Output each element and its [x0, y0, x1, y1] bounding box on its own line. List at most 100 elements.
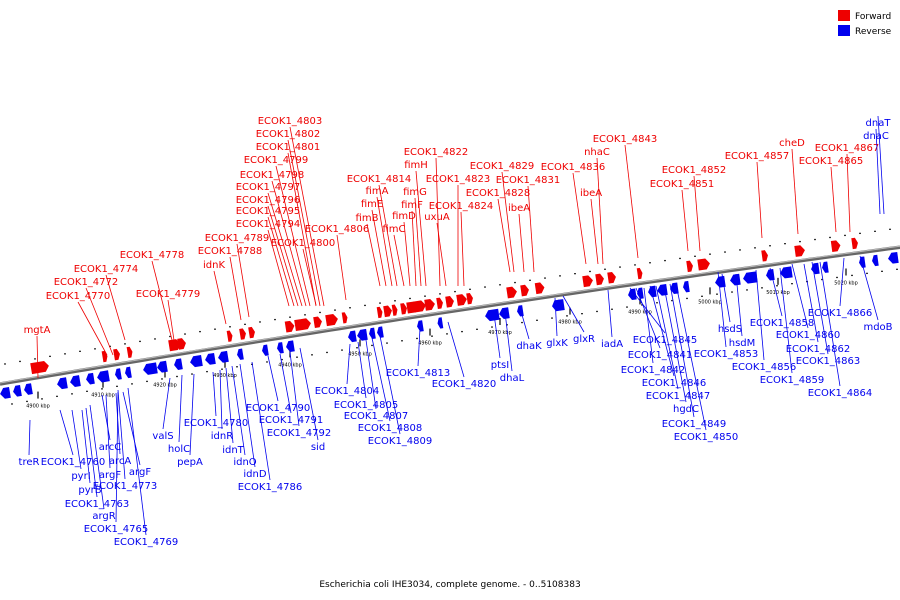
forward-gene-label: ECOK1_4778	[120, 250, 185, 261]
forward-track-dot	[499, 284, 501, 286]
forward-gene	[520, 284, 529, 297]
reverse-leader-line	[663, 285, 687, 403]
reverse-leader-line	[655, 285, 679, 390]
reverse-gene-label: arcA	[109, 456, 132, 467]
reverse-track-dot	[26, 400, 28, 403]
forward-leader-line	[435, 157, 441, 287]
forward-track-dot	[589, 270, 591, 273]
scale-tick-label: 5000 kbp	[698, 299, 722, 305]
forward-leader-line	[85, 287, 114, 356]
forward-gene-label: ECOK1_4851	[650, 179, 715, 190]
forward-track-dot	[409, 297, 411, 300]
reverse-track-dot	[716, 293, 718, 295]
forward-track-dot	[64, 353, 66, 355]
reverse-track-dot	[101, 388, 103, 390]
forward-track-dot	[244, 323, 246, 326]
scale-tick	[777, 277, 779, 285]
reverse-gene-label: argF	[129, 467, 151, 478]
forward-gene-label: ECOK1_4814	[347, 174, 412, 185]
reverse-leader-line	[417, 327, 421, 367]
reverse-leader-line	[504, 311, 513, 372]
forward-gene-label: ECOK1_4806	[305, 224, 370, 235]
reverse-gene	[277, 342, 284, 354]
forward-gene	[436, 297, 443, 309]
forward-track-dot	[889, 228, 891, 230]
reverse-gene	[499, 307, 510, 319]
forward-gene	[830, 240, 841, 252]
forward-gene-label: ECOK1_4867	[815, 143, 880, 154]
reverse-gene-label: arcC	[99, 442, 122, 453]
reverse-gene	[97, 370, 110, 383]
reverse-gene	[286, 340, 295, 352]
forward-gene-label: ECOK1_4799	[244, 155, 309, 166]
forward-gene	[376, 306, 383, 319]
reverse-gene-label: ECOK1_4765	[84, 524, 149, 535]
reverse-track-dot	[446, 333, 448, 335]
scale-tick-label: 4930 kbp	[213, 373, 237, 379]
reverse-gene	[86, 372, 95, 385]
forward-leader-line	[289, 126, 325, 307]
reverse-track-dot	[431, 335, 433, 337]
reverse-leader-line	[115, 392, 121, 455]
reverse-gene-label: ECOK1_4805	[334, 400, 399, 411]
reverse-gene-label: ECOK1_4773	[93, 481, 158, 492]
reverse-leader-line	[89, 404, 105, 510]
reverse-track-dot	[311, 354, 313, 356]
forward-track-dot	[19, 360, 21, 363]
reverse-leader-line	[675, 283, 707, 431]
reverse-track-dot	[686, 297, 688, 300]
forward-leader-line	[287, 139, 321, 307]
reverse-track-dot	[221, 368, 223, 370]
reverse-gene-label: pyrB	[78, 485, 101, 496]
reverse-gene	[743, 271, 758, 284]
reverse-leader-line	[365, 339, 377, 410]
scale-tick-label: 4940 kbp	[278, 362, 302, 368]
forward-leader-line	[229, 256, 242, 321]
legend-swatch	[838, 25, 850, 36]
reverse-gene-label: holC	[168, 444, 190, 455]
forward-track-dot	[214, 328, 216, 330]
reverse-track-dot	[761, 287, 763, 289]
forward-leader-line	[371, 209, 387, 287]
forward-gene-label: ECOK1_4802	[256, 129, 321, 140]
forward-gene	[506, 286, 517, 299]
reverse-gene	[437, 317, 444, 329]
genome-backbone	[0, 245, 900, 386]
forward-leader-line	[336, 234, 347, 301]
scale-tick-label: 4980 kbp	[558, 320, 582, 326]
forward-gene-label: ECOK1_4794	[236, 219, 301, 230]
forward-gene	[761, 250, 768, 262]
reverse-track-dot	[206, 370, 208, 373]
reverse-gene-label: idnD	[243, 469, 266, 480]
reverse-gene-label: ECOK1_4804	[315, 386, 380, 397]
reverse-gene-label: ECOK1_4820	[432, 379, 497, 390]
reverse-track-dot	[596, 310, 598, 313]
forward-gene-label: ECOK1_4770	[46, 291, 111, 302]
reverse-leader-line	[189, 373, 195, 456]
forward-gene-label: fimG	[403, 187, 427, 198]
reverse-gene-label: ECOK1_4864	[808, 388, 873, 399]
forward-gene-label: ECOK1_4836	[541, 162, 606, 173]
reverse-track-dot	[551, 317, 553, 319]
forward-gene	[300, 318, 311, 331]
forward-leader-line	[167, 299, 176, 348]
forward-leader-line	[527, 185, 535, 273]
reverse-gene-label: ECOK1_4853	[694, 349, 759, 360]
reverse-gene-label: hgdC	[673, 404, 699, 415]
reverse-track-dot	[266, 361, 268, 363]
reverse-gene-label: glxR	[573, 334, 595, 345]
scale-tick	[102, 380, 104, 388]
reverse-gene	[157, 360, 168, 373]
reverse-leader-line	[115, 391, 119, 523]
forward-gene	[248, 326, 255, 339]
reverse-gene-label: idnO	[233, 457, 256, 468]
forward-track-dot	[79, 350, 81, 352]
forward-track-dot	[364, 304, 366, 307]
reverse-gene-label: ECOK1_4849	[662, 419, 727, 430]
forward-gene	[851, 237, 858, 250]
reverse-gene	[13, 385, 22, 397]
scale-tick-label: 4910 kbp	[91, 393, 115, 399]
forward-gene-label: ECOK1_4798	[240, 170, 305, 181]
reverse-leader-line	[649, 285, 675, 377]
